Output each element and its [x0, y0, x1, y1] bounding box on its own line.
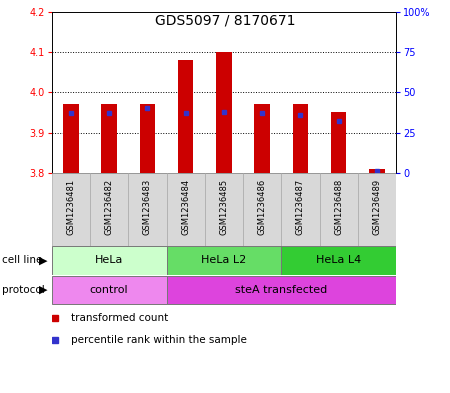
Text: GSM1236485: GSM1236485 [220, 179, 228, 235]
Text: protocol: protocol [2, 285, 45, 295]
Text: steA transfected: steA transfected [235, 285, 328, 295]
Text: HeLa L2: HeLa L2 [201, 255, 247, 265]
Bar [128, 173, 166, 246]
Bar [205, 173, 243, 246]
Bar [166, 173, 205, 246]
Text: control: control [90, 285, 128, 295]
Bar [140, 105, 155, 173]
Text: percentile rank within the sample: percentile rank within the sample [71, 335, 247, 345]
Text: HeLa: HeLa [95, 255, 123, 265]
Bar [243, 173, 281, 246]
Text: ▶: ▶ [39, 285, 47, 295]
Text: GDS5097 / 8170671: GDS5097 / 8170671 [155, 14, 295, 28]
Text: GSM1236486: GSM1236486 [257, 179, 266, 235]
Bar [320, 173, 358, 246]
Text: cell line: cell line [2, 255, 43, 265]
Bar [369, 169, 384, 173]
Bar [52, 246, 166, 274]
Text: GSM1236488: GSM1236488 [334, 179, 343, 235]
Bar [281, 246, 396, 274]
Text: GSM1236487: GSM1236487 [296, 179, 305, 235]
Bar [166, 246, 281, 274]
Text: GSM1236482: GSM1236482 [104, 179, 113, 235]
Text: GSM1236489: GSM1236489 [373, 179, 382, 235]
Bar [255, 105, 270, 173]
Bar [90, 173, 128, 246]
Text: transformed count: transformed count [71, 313, 168, 323]
Bar [216, 52, 231, 173]
Text: HeLa L4: HeLa L4 [316, 255, 361, 265]
Text: ▶: ▶ [39, 255, 47, 265]
Bar [52, 276, 166, 304]
Bar [331, 112, 346, 173]
Bar [281, 173, 320, 246]
Bar [293, 105, 308, 173]
Text: GSM1236484: GSM1236484 [181, 179, 190, 235]
Bar [63, 105, 79, 173]
Text: GSM1236483: GSM1236483 [143, 179, 152, 235]
Bar [101, 105, 117, 173]
Bar [358, 173, 396, 246]
Text: GSM1236481: GSM1236481 [67, 179, 76, 235]
Bar [166, 276, 396, 304]
Bar [178, 60, 193, 173]
Bar [52, 173, 90, 246]
